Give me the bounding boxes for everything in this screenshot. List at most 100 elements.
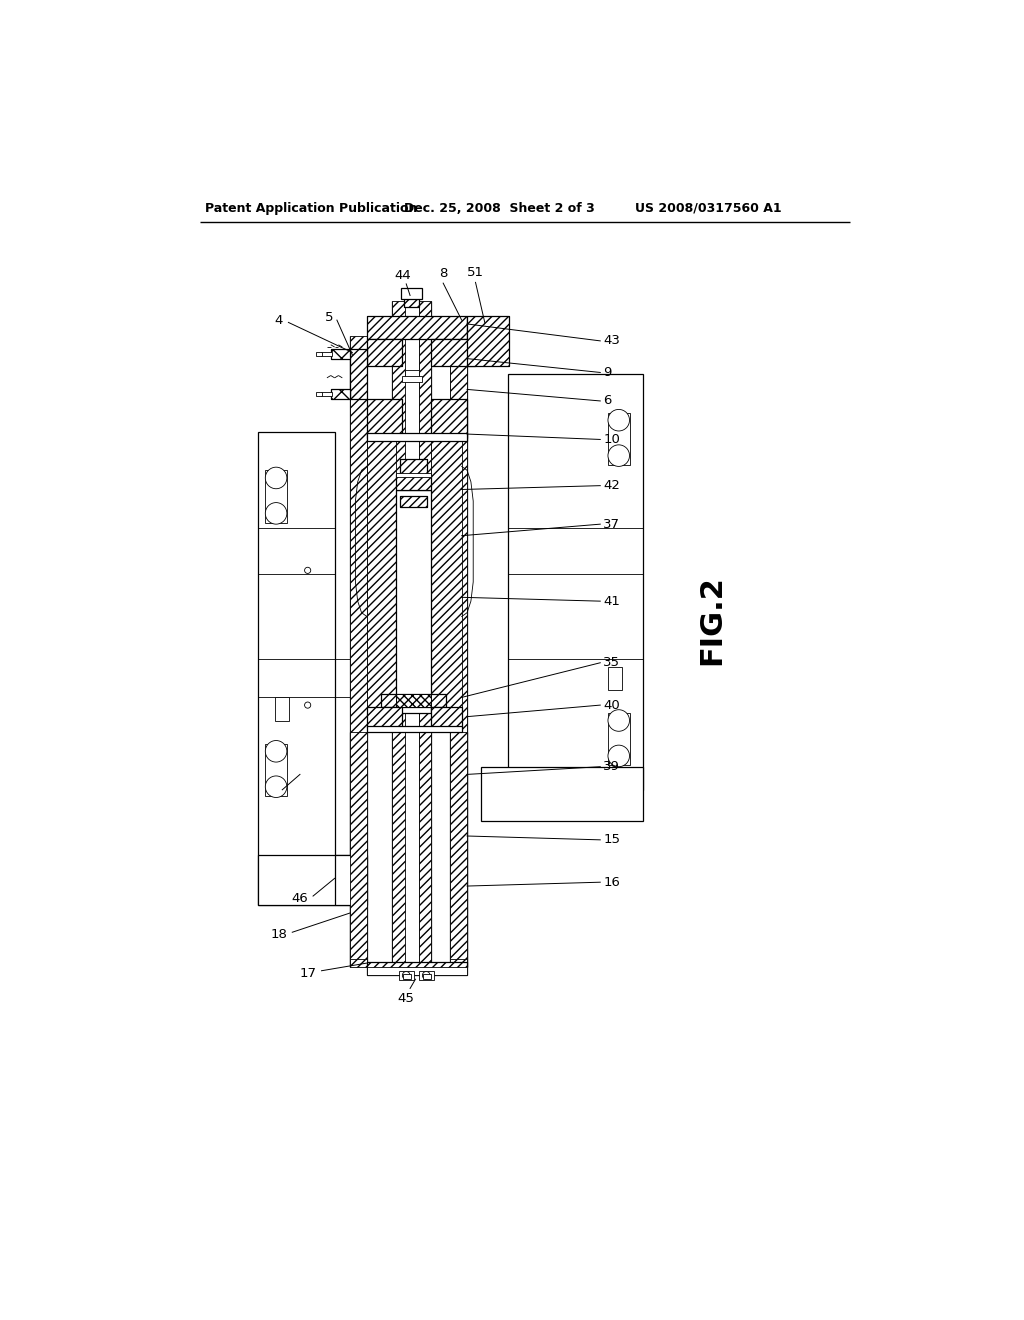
- Bar: [367, 441, 396, 730]
- Bar: [431, 339, 475, 367]
- Text: Patent Application Publication: Patent Application Publication: [205, 202, 418, 215]
- Bar: [431, 400, 467, 438]
- Text: 35: 35: [603, 656, 621, 669]
- Bar: [350, 335, 367, 966]
- Text: 4: 4: [274, 314, 283, 326]
- Bar: [258, 432, 335, 906]
- Bar: [392, 301, 404, 970]
- Bar: [367, 708, 401, 726]
- Bar: [265, 743, 287, 796]
- Bar: [401, 376, 422, 383]
- Text: US 2008/0317560 A1: US 2008/0317560 A1: [635, 202, 781, 215]
- Bar: [396, 474, 431, 490]
- Bar: [367, 433, 467, 441]
- Circle shape: [402, 972, 410, 979]
- Text: 44: 44: [394, 268, 411, 281]
- Circle shape: [608, 744, 630, 767]
- Bar: [481, 767, 643, 821]
- Bar: [431, 400, 467, 438]
- Bar: [400, 496, 427, 507]
- Text: 40: 40: [603, 698, 621, 711]
- Bar: [608, 412, 630, 465]
- Bar: [331, 350, 350, 359]
- Bar: [431, 708, 462, 726]
- Text: 16: 16: [603, 875, 621, 888]
- Circle shape: [265, 467, 287, 488]
- Bar: [367, 726, 462, 733]
- Bar: [367, 400, 401, 438]
- Bar: [398, 970, 414, 979]
- Bar: [275, 697, 289, 721]
- Bar: [381, 693, 446, 708]
- Bar: [403, 296, 419, 308]
- Bar: [396, 474, 431, 490]
- Bar: [265, 470, 287, 523]
- Bar: [316, 392, 323, 396]
- Bar: [367, 961, 467, 975]
- Bar: [350, 733, 367, 960]
- Text: 8: 8: [439, 267, 447, 280]
- Bar: [331, 350, 350, 359]
- Bar: [396, 693, 431, 708]
- Text: 41: 41: [603, 594, 621, 607]
- Bar: [431, 708, 462, 726]
- Text: 43: 43: [603, 334, 621, 347]
- Bar: [608, 667, 622, 689]
- Text: 9: 9: [603, 366, 611, 379]
- Bar: [350, 350, 367, 400]
- Circle shape: [265, 741, 287, 762]
- Text: 51: 51: [467, 267, 484, 280]
- Text: 42: 42: [603, 479, 621, 492]
- Text: 15: 15: [603, 833, 621, 846]
- Bar: [367, 317, 467, 339]
- Bar: [403, 974, 411, 979]
- Bar: [431, 339, 475, 367]
- Bar: [367, 966, 467, 974]
- Circle shape: [265, 503, 287, 524]
- Text: 45: 45: [397, 991, 415, 1005]
- Bar: [400, 459, 427, 475]
- Bar: [331, 389, 350, 399]
- Circle shape: [608, 710, 630, 731]
- Bar: [321, 351, 332, 356]
- Bar: [316, 352, 323, 355]
- Bar: [367, 400, 401, 438]
- Bar: [335, 855, 367, 906]
- Text: Dec. 25, 2008  Sheet 2 of 3: Dec. 25, 2008 Sheet 2 of 3: [403, 202, 595, 215]
- Bar: [403, 296, 419, 308]
- Bar: [423, 974, 431, 979]
- Circle shape: [422, 972, 430, 979]
- Bar: [396, 473, 431, 478]
- Bar: [350, 350, 367, 400]
- Bar: [321, 392, 332, 396]
- Bar: [400, 288, 422, 298]
- Text: 39: 39: [603, 760, 621, 774]
- Text: 37: 37: [603, 517, 621, 531]
- Text: 5: 5: [325, 312, 333, 325]
- Text: 10: 10: [603, 433, 621, 446]
- Bar: [367, 317, 467, 339]
- Text: 1: 1: [268, 785, 276, 799]
- Bar: [467, 317, 509, 367]
- Text: FIG.2: FIG.2: [697, 576, 726, 665]
- Bar: [404, 301, 419, 970]
- Bar: [367, 961, 467, 975]
- Circle shape: [265, 776, 287, 797]
- Bar: [367, 335, 451, 966]
- Bar: [367, 708, 401, 726]
- Bar: [367, 339, 401, 367]
- Bar: [419, 301, 431, 970]
- Circle shape: [608, 445, 630, 466]
- Text: 46: 46: [291, 892, 307, 906]
- Bar: [381, 693, 446, 708]
- Bar: [419, 970, 434, 979]
- Bar: [396, 693, 431, 708]
- Bar: [258, 855, 350, 906]
- Bar: [367, 339, 401, 367]
- Text: 17: 17: [300, 966, 316, 979]
- Bar: [451, 335, 467, 966]
- Bar: [400, 496, 427, 507]
- Bar: [400, 459, 427, 475]
- Bar: [396, 490, 431, 713]
- Bar: [431, 441, 462, 730]
